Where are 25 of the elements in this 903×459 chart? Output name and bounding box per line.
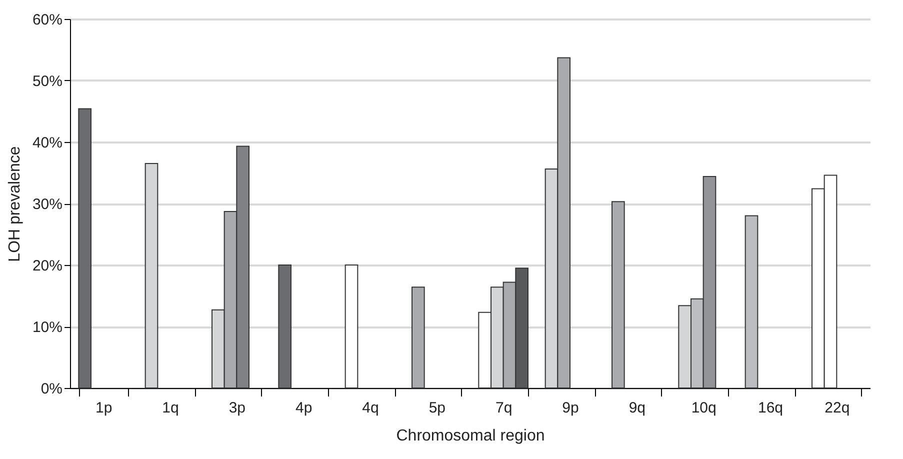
y-tick-label: 50%	[32, 73, 62, 90]
bar	[344, 264, 358, 388]
x-tick-label: 16q	[758, 400, 784, 416]
x-tick-label: 9p	[562, 400, 579, 416]
x-tick-label: 1q	[162, 400, 179, 416]
bar	[744, 215, 758, 388]
x-tick-label: 4q	[362, 400, 379, 416]
y-tick-label: 60%	[32, 12, 62, 28]
x-tick-label: 10q	[691, 400, 716, 416]
x-tick-label: 3p	[228, 400, 246, 416]
bar	[278, 264, 292, 388]
x-tick-label: 5p	[428, 400, 446, 416]
y-tick-label: 0%	[40, 380, 62, 398]
x-tick-label: 9q	[628, 400, 646, 416]
y-tick-label: 30%	[32, 196, 62, 213]
bar	[78, 108, 92, 388]
x-tick-label: 22q	[824, 400, 850, 416]
y-tick-label: 10%	[32, 319, 62, 336]
x-tick-label: 4p	[295, 400, 312, 416]
y-tick-label: 20%	[32, 258, 62, 274]
y-tick-label: 40%	[32, 134, 62, 152]
y-axis-title: LOH prevalence	[6, 146, 24, 262]
x-tick-label: 7q	[495, 400, 512, 416]
x-tick-label: 1p	[95, 400, 112, 416]
x-axis-title: Chromosomal region	[396, 428, 545, 444]
